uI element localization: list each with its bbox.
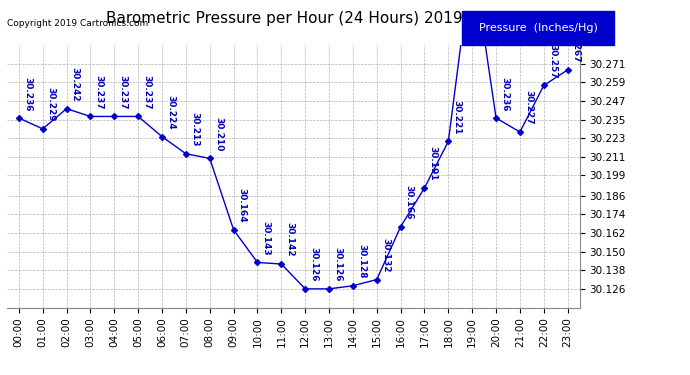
Text: 30.237: 30.237 <box>95 75 103 109</box>
Text: 30.210: 30.210 <box>214 117 223 152</box>
Text: 30.213: 30.213 <box>190 112 199 147</box>
Text: 30.126: 30.126 <box>333 248 342 282</box>
Text: 30.143: 30.143 <box>262 221 270 255</box>
Text: 30.237: 30.237 <box>119 75 128 109</box>
Text: 30.128: 30.128 <box>357 244 366 279</box>
Text: 30.257: 30.257 <box>548 44 557 78</box>
Text: Pressure  (Inches/Hg): Pressure (Inches/Hg) <box>479 23 598 33</box>
Text: 30.227: 30.227 <box>524 90 533 125</box>
Text: 30.166: 30.166 <box>405 185 414 220</box>
Text: 30.224: 30.224 <box>166 95 175 130</box>
Text: 30.236: 30.236 <box>500 76 509 111</box>
Text: 30.236: 30.236 <box>23 76 32 111</box>
Text: 30.229: 30.229 <box>47 87 56 122</box>
Text: 30.142: 30.142 <box>286 222 295 257</box>
Text: 30.132: 30.132 <box>381 238 390 273</box>
Text: 30.191: 30.191 <box>428 146 437 181</box>
Text: 30.126: 30.126 <box>309 248 318 282</box>
Text: Barometric Pressure per Hour (24 Hours) 20191106: Barometric Pressure per Hour (24 Hours) … <box>106 11 501 26</box>
Text: 30.267: 30.267 <box>572 28 581 63</box>
Text: 30.221: 30.221 <box>453 100 462 134</box>
Text: 30.340: 30.340 <box>0 374 1 375</box>
Text: Copyright 2019 Cartronics.com: Copyright 2019 Cartronics.com <box>7 19 148 28</box>
Text: 30.237: 30.237 <box>142 75 151 109</box>
Text: 30.164: 30.164 <box>238 188 247 223</box>
Text: 30.242: 30.242 <box>70 67 80 102</box>
